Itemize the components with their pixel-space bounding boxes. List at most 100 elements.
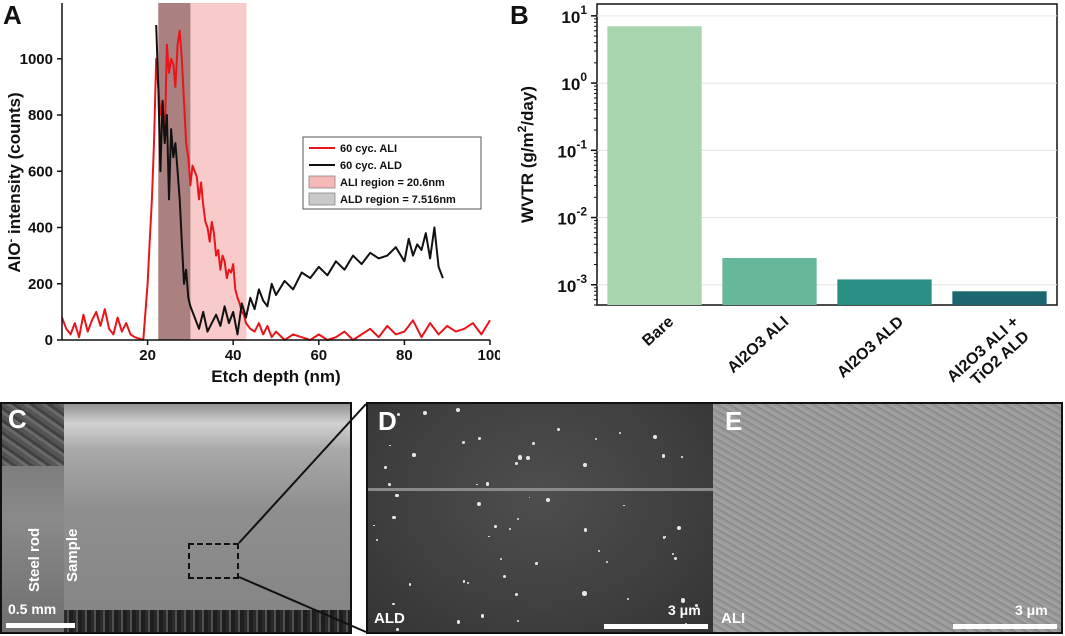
particle [480, 614, 485, 618]
particle [685, 623, 687, 625]
x-tick-label: 100 [477, 347, 500, 364]
particle [535, 562, 538, 565]
particle [494, 525, 497, 528]
scale-bar-label-d: 3 μm [668, 602, 701, 618]
y-tick-label: 1000 [20, 51, 53, 68]
y-axis-title: WVTR (g/m2/day) [515, 86, 537, 223]
particle [373, 524, 375, 527]
particle [545, 498, 550, 503]
particle [387, 483, 391, 487]
y-tick-label: 10-3 [557, 272, 587, 296]
particle [531, 442, 535, 446]
steel-rod-top-texture [0, 402, 66, 466]
connector-line-bottom [238, 576, 367, 633]
particle [583, 463, 587, 467]
legend-swatch [308, 175, 336, 189]
particle [499, 558, 502, 561]
legend-swatch [308, 192, 336, 206]
bar-3 [837, 279, 932, 305]
particle [515, 462, 519, 466]
particle [671, 552, 674, 555]
legend-label: ALD region = 7.516nm [340, 194, 456, 206]
particle [515, 593, 519, 597]
y-tick-label: 0 [45, 332, 53, 349]
ald-series-line [155, 24, 444, 336]
ald-region-band [158, 3, 191, 340]
particle [461, 440, 465, 445]
particle [476, 483, 478, 486]
ald-crack-line [366, 488, 713, 491]
particle [389, 444, 391, 447]
connector-line-top [238, 403, 367, 544]
scale-bar-e [953, 624, 1057, 629]
x-tick-label: 20 [139, 347, 156, 364]
particle [412, 453, 416, 457]
x-tick-label: Al2O3 ALD [834, 313, 907, 381]
y-axis-title: AlO- intensity (counts) [5, 92, 24, 272]
y-tick-label: 101 [561, 3, 587, 27]
particle [376, 538, 379, 542]
particle [623, 504, 625, 507]
particle [456, 620, 461, 624]
particle [517, 455, 522, 460]
zoom-connector-lines [238, 403, 367, 633]
bar-2 [722, 258, 817, 305]
x-tick-label: Bare [639, 313, 677, 350]
y-tick-label: 600 [28, 163, 53, 180]
x-tick-label: Al2O3 ALI [724, 313, 792, 376]
x-axis-title: Etch depth (nm) [211, 367, 340, 386]
particle [478, 437, 482, 441]
x-tick-label: Al2O3 ALI +TiO2 ALD [944, 313, 1034, 395]
particle [423, 410, 428, 415]
panel-d-letter: D [378, 406, 397, 436]
scale-bar-d [604, 624, 708, 629]
particle [597, 549, 601, 553]
plot-frame [596, 3, 1058, 306]
particle [516, 517, 519, 520]
legend-label: 60 cyc. ALD [340, 160, 402, 172]
particle [681, 598, 686, 603]
particle [502, 575, 506, 579]
panel-c-letter: C [8, 404, 27, 434]
particle [422, 402, 424, 405]
particle [392, 602, 395, 606]
particle [517, 619, 519, 622]
particle [395, 494, 399, 498]
scale-bar-c [6, 623, 75, 628]
particle [396, 627, 400, 631]
panel-b-letter: B [510, 0, 529, 30]
particle [396, 412, 400, 416]
particle [508, 527, 511, 530]
particle [488, 535, 490, 538]
particle [556, 428, 560, 432]
y-tick-label: 200 [28, 276, 53, 293]
particle [392, 515, 396, 520]
particle [674, 556, 678, 560]
particle [582, 591, 587, 596]
particle [462, 580, 466, 583]
sample-bottom-edge [64, 610, 352, 634]
particle [485, 481, 490, 486]
ald-particle-field [366, 402, 713, 634]
particle [618, 432, 621, 435]
zoom-selection-box [188, 543, 239, 579]
particle [476, 501, 481, 507]
wvtr-bar-chart: 101 100 10-1 10-2 10-3 Bare Al2O3 ALI Al2O3 ALD… [515, 3, 1058, 395]
scale-bar-label-c: 0.5 mm [8, 601, 57, 617]
panel-e-letter: E [725, 406, 743, 436]
legend-label: ALI region = 20.6nm [340, 177, 445, 189]
y-tick-label: 10-2 [557, 205, 587, 229]
y-tick-label: 10-1 [557, 137, 587, 161]
particle [661, 454, 666, 458]
legend-label: 60 cyc. ALI [340, 143, 397, 155]
x-tick-label: 40 [225, 347, 242, 364]
particle [680, 456, 683, 459]
x-tick-label: 60 [310, 347, 327, 364]
ali-label: ALI [721, 610, 746, 627]
sem-image-ali: E ALI 3 μm [713, 402, 1063, 634]
particle [583, 528, 588, 533]
y-tick-label: 100 [561, 70, 587, 94]
sem-image-ald: D ALD 3 μm [366, 402, 713, 634]
particle [677, 526, 681, 531]
